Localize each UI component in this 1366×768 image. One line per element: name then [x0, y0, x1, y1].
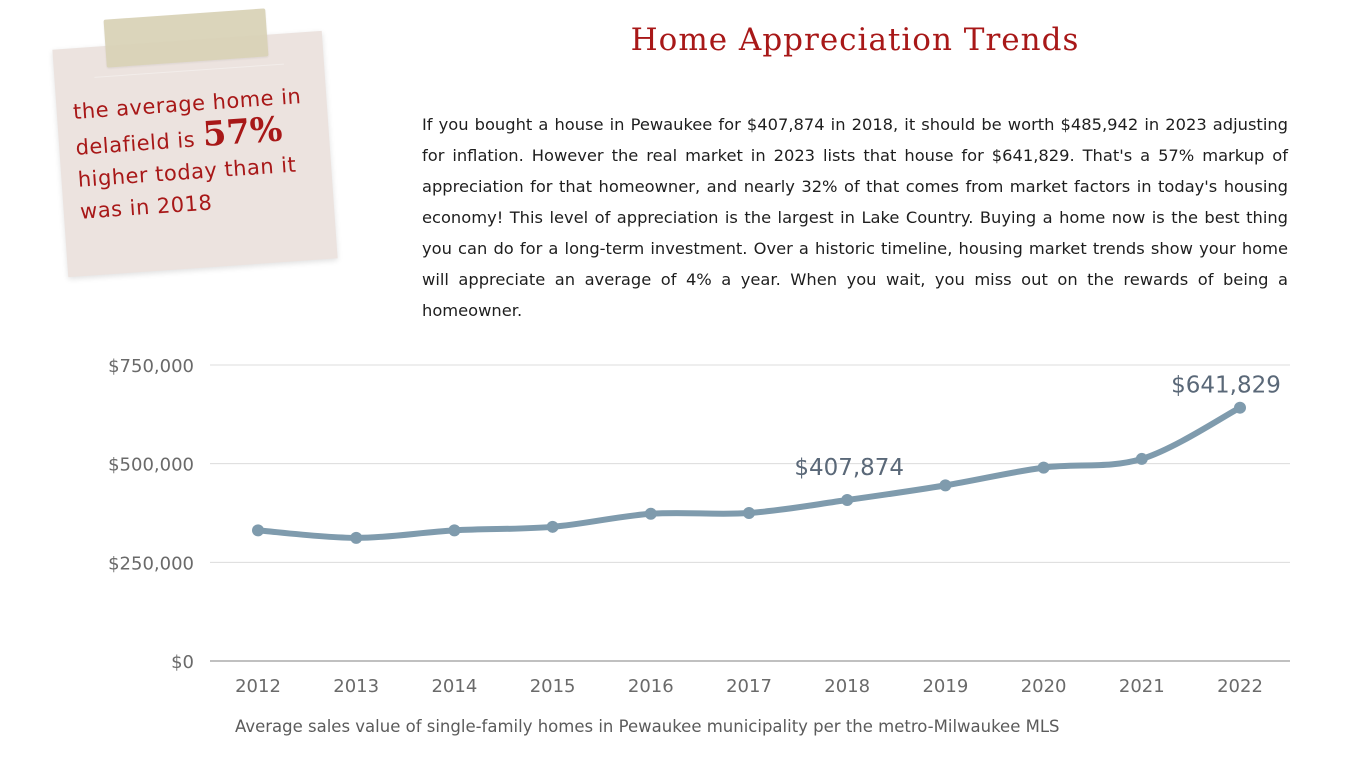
y-tick-label: $750,000 [108, 356, 194, 377]
x-tick-label: 2020 [1021, 676, 1067, 697]
data-point [1234, 401, 1246, 414]
data-point [644, 507, 657, 520]
x-tick-label: 2013 [333, 676, 379, 697]
x-tick-label: 2022 [1217, 676, 1263, 697]
x-tick-label: 2018 [824, 676, 870, 697]
data-point [252, 524, 264, 537]
x-tick-label: 2016 [628, 676, 674, 697]
data-point [743, 507, 755, 519]
body-paragraph: If you bought a house in Pewaukee for $4… [422, 115, 1288, 320]
chart-caption: Average sales value of single-family hom… [235, 717, 1060, 736]
data-point [546, 520, 559, 533]
x-tick-label: 2015 [530, 676, 576, 697]
data-point [1135, 452, 1148, 465]
y-tick-label: $500,000 [108, 455, 194, 476]
y-tick-label: $0 [171, 652, 194, 673]
data-point [350, 531, 363, 544]
page-title: Home Appreciation Trends [630, 22, 1080, 58]
data-label: $407,874 [794, 455, 904, 481]
x-tick-label: 2019 [922, 676, 968, 697]
x-tick-label: 2021 [1119, 676, 1165, 697]
data-point [841, 494, 854, 507]
data-point [939, 479, 952, 492]
y-tick-label: $250,000 [108, 553, 194, 574]
data-point [448, 524, 461, 537]
x-tick-label: 2014 [431, 676, 477, 697]
x-tick-label: 2017 [726, 676, 772, 697]
x-tick-label: 2012 [235, 676, 281, 697]
data-point [1037, 461, 1050, 474]
data-label: $641,829 [1171, 373, 1281, 399]
